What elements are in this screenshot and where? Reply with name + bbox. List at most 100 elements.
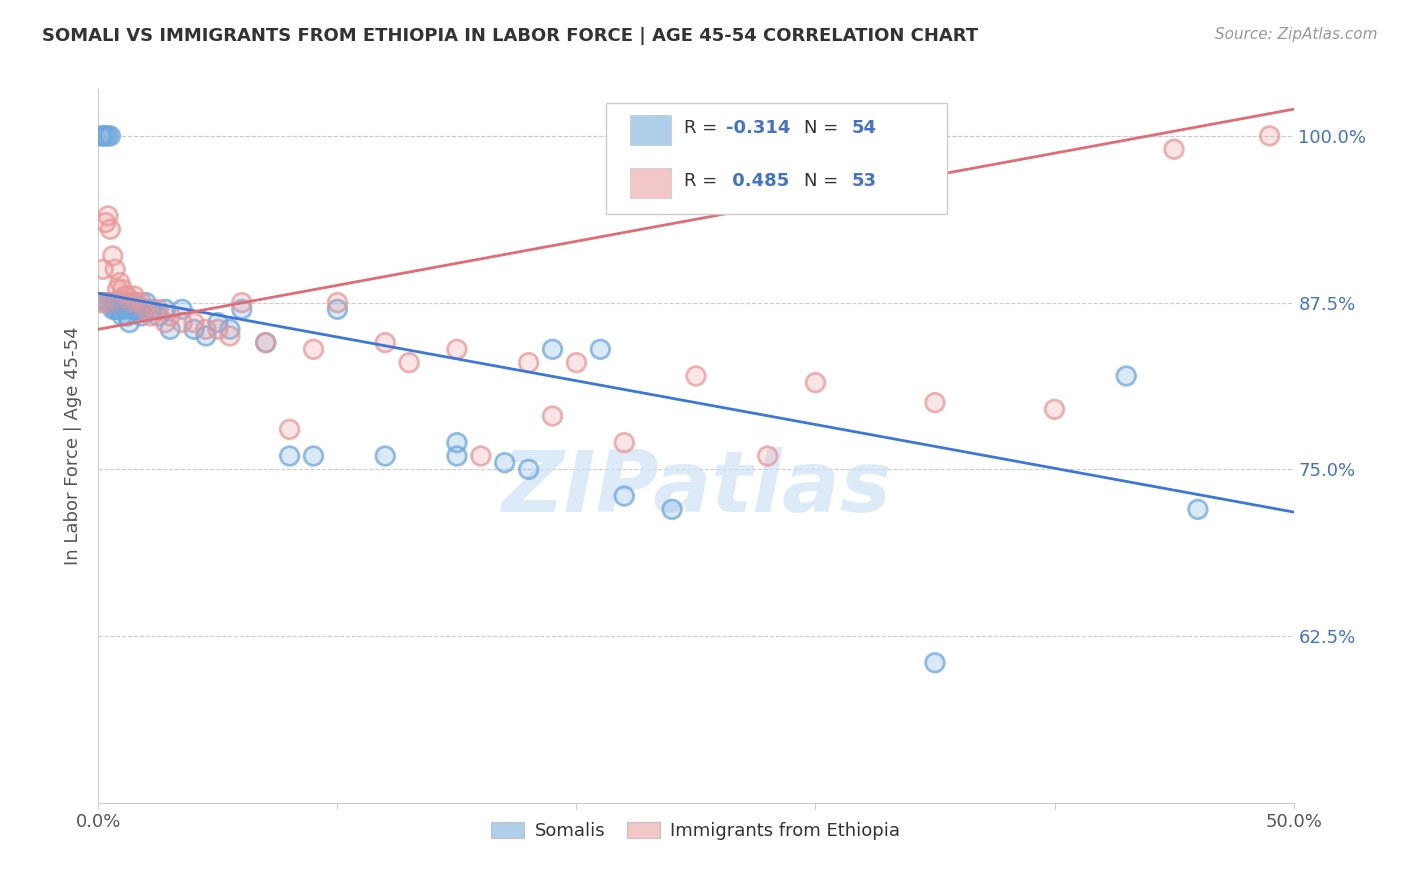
- Point: [183, 316, 205, 330]
- Point: [924, 656, 946, 670]
- Text: N =: N =: [804, 172, 844, 190]
- Text: SOMALI VS IMMIGRANTS FROM ETHIOPIA IN LABOR FORCE | AGE 45-54 CORRELATION CHART: SOMALI VS IMMIGRANTS FROM ETHIOPIA IN LA…: [42, 27, 979, 45]
- Point: [91, 128, 114, 143]
- Point: [541, 409, 564, 423]
- Point: [114, 289, 136, 303]
- Point: [108, 295, 131, 310]
- Point: [98, 295, 122, 310]
- Point: [124, 289, 146, 303]
- Point: [155, 316, 177, 330]
- Point: [104, 262, 127, 277]
- Point: [183, 322, 205, 336]
- Point: [90, 128, 112, 143]
- Point: [128, 302, 150, 317]
- Point: [494, 456, 516, 470]
- Point: [90, 128, 112, 143]
- Point: [148, 309, 170, 323]
- Point: [183, 322, 205, 336]
- Point: [470, 449, 492, 463]
- Point: [121, 295, 143, 310]
- Point: [302, 343, 325, 357]
- FancyBboxPatch shape: [630, 115, 671, 145]
- Text: N =: N =: [804, 119, 844, 136]
- Point: [231, 295, 253, 310]
- Point: [125, 302, 148, 317]
- Point: [107, 282, 129, 296]
- Point: [121, 295, 143, 310]
- Point: [613, 489, 636, 503]
- Point: [104, 262, 127, 277]
- Point: [131, 309, 153, 323]
- Point: [90, 295, 112, 310]
- Point: [470, 449, 492, 463]
- Point: [155, 302, 177, 317]
- Point: [107, 302, 129, 317]
- Point: [139, 309, 162, 323]
- Point: [97, 128, 120, 143]
- Point: [97, 128, 120, 143]
- Point: [101, 249, 124, 263]
- Point: [94, 295, 117, 310]
- Point: [756, 449, 779, 463]
- Point: [326, 295, 349, 310]
- Point: [685, 368, 707, 383]
- Point: [207, 322, 229, 336]
- Point: [97, 209, 120, 223]
- Point: [135, 302, 157, 317]
- Point: [1258, 128, 1281, 143]
- Point: [135, 302, 157, 317]
- Point: [97, 295, 120, 310]
- Point: [661, 502, 683, 516]
- Point: [124, 295, 146, 310]
- Point: [131, 309, 153, 323]
- Point: [541, 343, 564, 357]
- Point: [1187, 502, 1209, 516]
- Text: R =: R =: [685, 172, 723, 190]
- Point: [254, 335, 277, 350]
- Point: [107, 295, 129, 310]
- Point: [589, 343, 612, 357]
- Point: [98, 295, 122, 310]
- Point: [278, 422, 301, 436]
- Point: [183, 316, 205, 330]
- Point: [111, 282, 134, 296]
- Point: [302, 449, 325, 463]
- Point: [94, 295, 117, 310]
- Point: [90, 295, 112, 310]
- Text: Source: ZipAtlas.com: Source: ZipAtlas.com: [1215, 27, 1378, 42]
- Point: [139, 302, 162, 317]
- Point: [756, 449, 779, 463]
- Point: [108, 302, 131, 317]
- Point: [131, 295, 153, 310]
- Point: [94, 128, 117, 143]
- Point: [565, 356, 588, 370]
- Point: [661, 502, 683, 516]
- Legend: Somalis, Immigrants from Ethiopia: Somalis, Immigrants from Ethiopia: [484, 814, 908, 847]
- Point: [98, 222, 122, 236]
- Point: [98, 128, 122, 143]
- Point: [94, 295, 117, 310]
- Point: [302, 343, 325, 357]
- Point: [231, 302, 253, 317]
- Point: [115, 309, 138, 323]
- Point: [121, 302, 143, 317]
- Point: [114, 289, 136, 303]
- Point: [125, 295, 148, 310]
- Point: [1163, 142, 1185, 156]
- Point: [111, 309, 134, 323]
- FancyBboxPatch shape: [606, 103, 948, 214]
- Point: [804, 376, 827, 390]
- Point: [94, 216, 117, 230]
- Point: [1258, 128, 1281, 143]
- Point: [98, 128, 122, 143]
- Point: [97, 209, 120, 223]
- Point: [804, 376, 827, 390]
- Point: [374, 449, 396, 463]
- Point: [494, 456, 516, 470]
- Point: [125, 295, 148, 310]
- Point: [207, 322, 229, 336]
- Point: [111, 295, 134, 310]
- Point: [195, 322, 218, 336]
- Point: [108, 276, 131, 290]
- Point: [172, 302, 194, 317]
